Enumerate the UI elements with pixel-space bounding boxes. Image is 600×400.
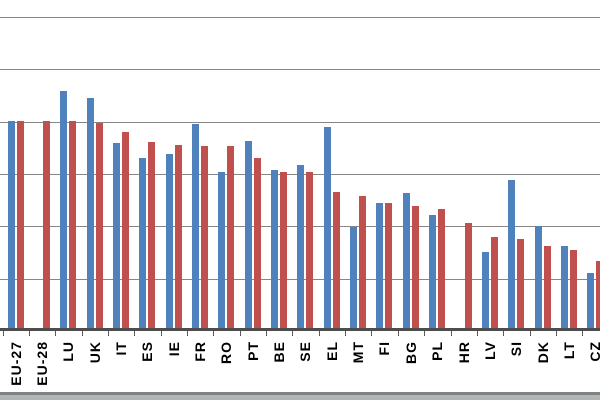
x-axis-label-SI: SI <box>508 341 525 357</box>
x-axis-tick <box>318 331 320 336</box>
bar-blue-UK <box>86 98 94 331</box>
x-axis-tick <box>582 331 584 336</box>
x-axis-tick <box>371 331 373 336</box>
bar-blue-MT <box>350 227 358 331</box>
bar-red-FR <box>201 145 208 331</box>
bar-red-LT <box>569 249 577 331</box>
bar-blue-ES <box>139 157 147 331</box>
bar-red-PL <box>438 208 446 331</box>
x-axis-label-IT: IT <box>112 341 129 356</box>
bar-blue-LT <box>560 245 568 331</box>
bar-red-BE <box>280 171 287 331</box>
bar-blue-BG <box>402 192 410 331</box>
bar-red-CZ <box>596 260 600 331</box>
x-axis-label-FI: FI <box>376 341 393 356</box>
bar-blue-SI <box>508 179 516 331</box>
x-axis-tick <box>239 331 241 336</box>
x-axis-label-EU-28: EU-28 <box>33 341 50 386</box>
x-axis-tick <box>266 331 267 336</box>
bar-blue-IT <box>112 142 120 331</box>
bar-red-ES <box>148 141 156 331</box>
bar-red-IE <box>174 145 182 331</box>
bar-red-EL <box>332 191 340 331</box>
bar-red-RO <box>227 145 235 331</box>
bar-blue-EL <box>323 126 331 331</box>
y-gridline <box>0 17 600 18</box>
x-axis-label-PT: PT <box>244 341 261 361</box>
bar-blue-EU-27 <box>7 120 15 331</box>
x-axis-label-UK: UK <box>86 341 103 364</box>
bar-red-HR <box>464 223 472 331</box>
bar-blue-IE <box>165 154 173 331</box>
x-axis-label-HR: HR <box>455 341 472 364</box>
x-axis-label-LV: LV <box>481 341 498 360</box>
bar-blue-FR <box>192 124 199 331</box>
bar-blue-PL <box>429 214 437 331</box>
x-axis-label-LT: LT <box>560 341 577 360</box>
bar-blue-CZ <box>587 272 595 331</box>
x-axis-tick <box>81 331 83 336</box>
bar-blue-FI <box>376 202 384 331</box>
window-bottom-edge <box>0 392 600 400</box>
x-axis-tick <box>187 331 188 336</box>
bar-blue-BE <box>271 169 278 331</box>
x-axis-label-DK: DK <box>534 341 551 364</box>
bar-red-MT <box>359 196 367 331</box>
x-axis-label-EU-27: EU-27 <box>7 341 24 386</box>
bar-red-IT <box>121 131 129 331</box>
bar-red-FI <box>385 203 393 331</box>
bar-blue-PT <box>244 140 252 331</box>
x-axis-label-IE: IE <box>165 341 182 357</box>
x-axis-tick <box>424 331 426 336</box>
bar-blue-DK <box>534 225 542 331</box>
x-axis-line <box>0 328 600 331</box>
x-axis-label-MT: MT <box>350 341 367 364</box>
x-axis-tick <box>160 331 162 336</box>
x-axis-tick <box>450 331 452 336</box>
bar-blue-LV <box>481 251 489 331</box>
x-axis-tick <box>28 331 30 336</box>
y-gridline <box>0 121 600 123</box>
bar-blue-SE <box>297 165 305 331</box>
bar-red-EU-27 <box>16 120 24 331</box>
x-axis-tick <box>107 331 109 336</box>
x-axis-tick <box>345 331 347 336</box>
x-axis-label-LU: LU <box>60 341 77 362</box>
bar-red-SI <box>517 239 525 331</box>
bar-red-EU-28 <box>42 120 50 331</box>
x-axis-tick <box>134 331 136 336</box>
x-axis-tick <box>2 331 4 336</box>
x-axis-label-SE: SE <box>297 341 314 362</box>
x-axis-tick <box>555 331 557 336</box>
y-gridline <box>0 69 600 71</box>
bar-red-LV <box>490 236 498 331</box>
bar-red-PT <box>253 158 261 331</box>
x-axis-label-BG: BG <box>402 341 419 364</box>
x-axis-tick <box>529 331 531 336</box>
x-axis-tick <box>55 331 57 336</box>
x-axis-tick <box>292 331 294 336</box>
x-axis-label-PL: PL <box>429 341 446 361</box>
bar-red-BG <box>411 205 419 331</box>
x-axis-label-EL: EL <box>323 341 340 361</box>
x-axis-tick <box>476 331 478 336</box>
x-axis-tick <box>503 331 505 336</box>
x-axis-label-FR: FR <box>192 341 208 362</box>
x-axis-label-CZ: CZ <box>587 341 600 362</box>
x-axis-tick <box>397 331 399 336</box>
bar-red-UK <box>95 123 103 331</box>
x-axis-label-BE: BE <box>271 341 287 363</box>
bar-red-LU <box>69 121 77 331</box>
bar-blue-LU <box>60 90 68 331</box>
x-axis-label-ES: ES <box>139 341 156 362</box>
x-axis-tick <box>213 331 215 336</box>
bar-red-DK <box>543 245 551 331</box>
bar-red-SE <box>306 172 314 331</box>
bar-blue-RO <box>218 171 226 331</box>
x-axis-label-RO: RO <box>218 341 235 364</box>
